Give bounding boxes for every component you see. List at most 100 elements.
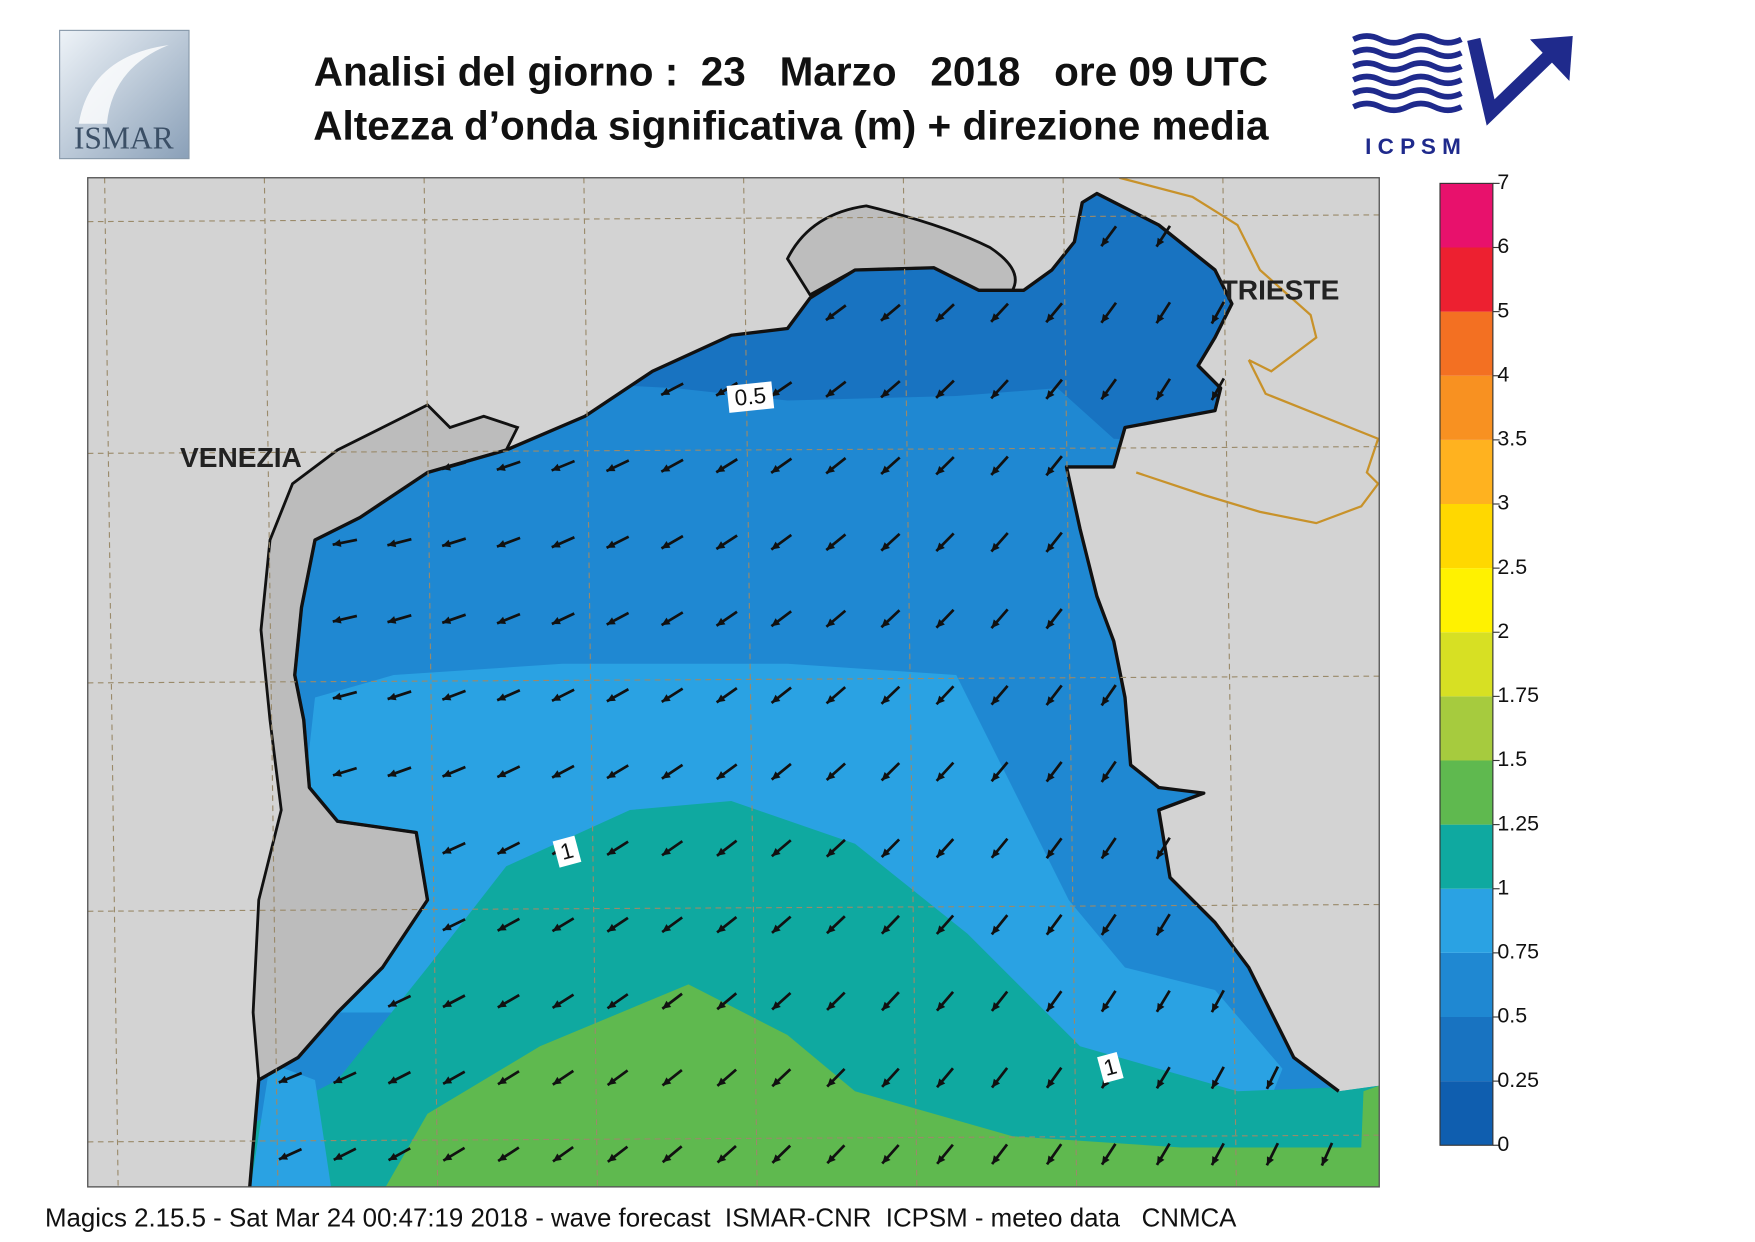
ismar-text: ISMAR [74, 121, 174, 156]
wave-arrow-head [882, 1154, 891, 1164]
wave-arrow-head [606, 540, 616, 548]
lagoon [785, 204, 1017, 297]
wave-arrow-head [936, 619, 945, 628]
wave-arrow-head [937, 1078, 946, 1088]
wave-arrow-head [442, 463, 451, 471]
graticule-line [87, 214, 1380, 223]
wave-arrow-head [826, 695, 836, 704]
wave-arrow-head [882, 1078, 891, 1087]
wave-arrow-head [497, 770, 507, 778]
wave-arrow-head [661, 387, 671, 395]
wave-arrow-head [1101, 1002, 1110, 1012]
colorbar-tick-label: 2.5 [1497, 555, 1527, 579]
wave-arrow-head [936, 925, 946, 935]
colorbar-tick-label: 0.5 [1497, 1004, 1527, 1028]
wave-arrow-head [442, 693, 452, 701]
graticule-line [743, 177, 758, 1187]
wave-arrow-head [991, 466, 1000, 475]
wave-arrow-head [1101, 390, 1110, 400]
graticule-line [1222, 177, 1237, 1187]
title-line-2: Altezza d’onda significativa (m) + direz… [313, 103, 1269, 149]
wave-arrow-head [991, 389, 1000, 399]
wave-arrow-head [1046, 772, 1055, 782]
wave-arrow-head [662, 1153, 672, 1163]
wave-arrow-head [1211, 1003, 1220, 1013]
graticule-line [104, 177, 119, 1187]
wave-arrow-head [1046, 543, 1055, 552]
wave-arrow-head [771, 465, 781, 473]
colorbar-tick-label: 2 [1497, 619, 1509, 643]
wave-arrow-head [772, 1154, 781, 1163]
colorbar-band [1440, 183, 1493, 248]
wave-arrow-head [716, 771, 726, 780]
wave-arrow-head [716, 464, 726, 473]
wave-arrow-head [278, 1075, 288, 1084]
wave-arrow-head [1156, 926, 1165, 936]
wave-arrow-head [1156, 390, 1165, 400]
wave-arrow-head [443, 1076, 453, 1084]
wave-arrow-head [552, 770, 562, 778]
colorbar: 0 0.25 0.5 0.75 1 1.25 1.5 1.75 2 2.5 3 3.5 4 5 6 7 [1439, 170, 1539, 1156]
colorbar-tick-label: 1.75 [1497, 683, 1539, 707]
wave-arrow-head [442, 923, 452, 931]
colorbar-tick-label: 1 [1497, 875, 1509, 899]
graticule-line [87, 1134, 1380, 1143]
colorbar-band [1440, 439, 1493, 504]
map: 0.5 1 1 VENEZIA TRIESTE [87, 177, 1380, 1187]
footer: Magics 2.15.5 - Sat Mar 24 00:47:19 2018… [45, 1204, 1237, 1232]
wave-arrow-head [387, 692, 397, 701]
wave-arrow-head [497, 846, 507, 854]
wave-arrow-head [1211, 1156, 1220, 1166]
wave-arrow-head [552, 923, 562, 932]
wave-arrow-head [332, 692, 342, 701]
wave-arrow-head [1101, 1155, 1110, 1165]
wave-arrow-head [991, 772, 1000, 782]
wave-arrow-head [1046, 696, 1055, 706]
wave-arrow-head [607, 770, 616, 779]
sea-band [382, 984, 1380, 1187]
wave-arrow-head [772, 1077, 781, 1087]
wave-arrow-head [936, 542, 945, 552]
icpsm-text: I C P S M [1365, 134, 1461, 159]
wave-arrow-head [936, 389, 945, 398]
graticule-line [902, 177, 918, 1187]
colorbar-band [1440, 247, 1493, 312]
title-line-1: Analisi del giorno : 23 Marzo 2018 ore 0… [314, 49, 1268, 95]
wave-arrow-head [1046, 466, 1055, 476]
wave-arrow-head [661, 694, 671, 702]
wave-arrow-head [991, 695, 1000, 705]
wave-arrow-head [387, 539, 397, 548]
wave-arrow-head [991, 1078, 1001, 1088]
wave-arrow-head [387, 769, 397, 777]
wave-arrow-head [937, 1155, 946, 1164]
wave-arrow-head [826, 388, 835, 397]
wave-arrow-head [991, 542, 1000, 552]
colorbar-band [1440, 1017, 1493, 1082]
graticule-line [1062, 177, 1078, 1187]
map-frame [87, 177, 1380, 1188]
wave-arrow-head [661, 464, 671, 472]
wave-arrow-head [552, 1153, 562, 1162]
colorbar-band [1440, 824, 1493, 889]
wave-arrow-head [771, 924, 781, 933]
wave-arrow-head [606, 617, 616, 625]
wave-arrow-head [1266, 1079, 1274, 1089]
wave-arrow-head [991, 925, 1000, 935]
wave-arrow-head [717, 1000, 726, 1010]
graticule-line [423, 177, 439, 1187]
wave-arrows [278, 225, 1334, 1167]
wave-arrow-head [936, 772, 945, 781]
wave-arrow-head [991, 849, 1000, 858]
wave-arrow-head [278, 1152, 288, 1160]
wave-arrow-head [716, 541, 726, 549]
wave-arrow-head [497, 693, 507, 701]
ismar-swoosh [78, 45, 169, 124]
wave-arrow-head [827, 1154, 836, 1164]
root: ISMAR I C P S M Analisi del giorno : 23 … [45, 29, 1573, 1232]
wave-arrow-head [607, 1000, 617, 1009]
wave-arrow-head [826, 465, 835, 474]
colorbar-tick-label: 3 [1497, 491, 1509, 515]
wave-arrow-head [1046, 925, 1055, 935]
border [1119, 177, 1380, 525]
wave-arrow-head [552, 1000, 562, 1008]
